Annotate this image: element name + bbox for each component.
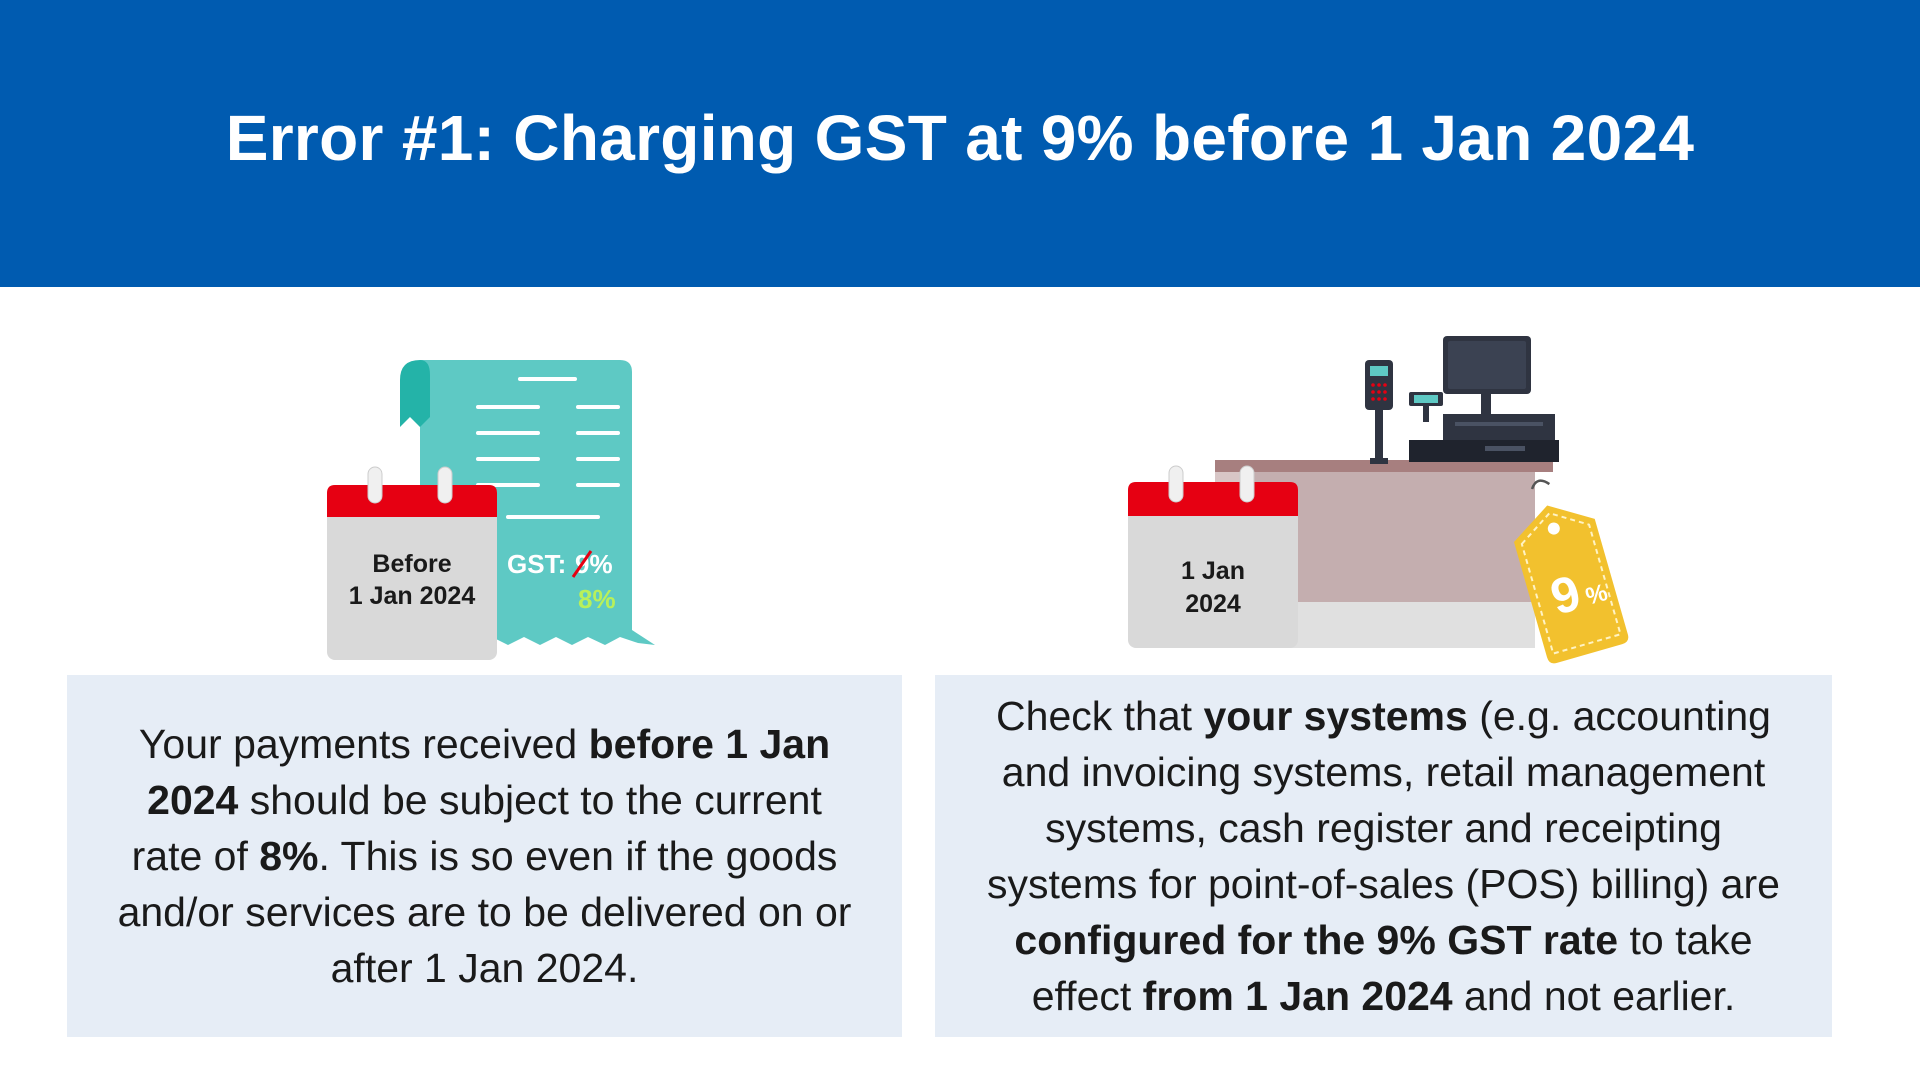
price-tag-icon: 9 % bbox=[1513, 479, 1629, 664]
text-segment: and not earlier. bbox=[1452, 973, 1736, 1019]
card-terminal-icon bbox=[1365, 360, 1393, 464]
bold-segment: your systems bbox=[1203, 693, 1468, 739]
text-segment: to take effect bbox=[1031, 917, 1753, 1019]
bold-segment: 8% bbox=[259, 833, 319, 879]
calendar-receipt-illustration: GST: 9% 8% Before 1 Jan 2024 bbox=[327, 360, 655, 660]
info-card-right: Check that your systems (e.g. accounting… bbox=[935, 675, 1832, 1037]
calendar-icon-right: 1 Jan 2024 bbox=[1128, 465, 1298, 648]
page-title: Error #1: Charging GST at 9% before 1 Ja… bbox=[225, 101, 1695, 174]
calendar-line-2-right: 2024 bbox=[1185, 590, 1241, 618]
pos-register-icon bbox=[1409, 336, 1559, 462]
calendar-line-2: 1 Jan 2024 bbox=[349, 582, 476, 610]
calendar-line-1-right: 1 Jan bbox=[1181, 557, 1245, 585]
calendar-icon: Before 1 Jan 2024 bbox=[327, 466, 497, 660]
text-segment: should be subject to the current rate of bbox=[131, 777, 822, 879]
text-segment: Check that bbox=[996, 693, 1204, 739]
info-card-left: Your payments received before 1 Jan 2024… bbox=[67, 675, 902, 1037]
bold-segment: before 1 Jan 2024 bbox=[147, 721, 831, 823]
calendar-line-1: Before bbox=[372, 550, 451, 578]
left-card-text: Your payments received before 1 Jan 2024… bbox=[107, 716, 862, 996]
bold-segment: from 1 Jan 2024 bbox=[1142, 973, 1453, 1019]
pos-counter-illustration: 1 Jan 2024 9 % bbox=[1128, 336, 1629, 664]
right-card-text: Check that your systems (e.g. accounting… bbox=[965, 688, 1802, 1024]
bold-segment: configured for the 9% GST rate bbox=[1014, 917, 1619, 963]
text-segment: . This is so even if the goods and/or se… bbox=[117, 833, 852, 991]
strikethrough-mark bbox=[571, 550, 593, 578]
receipt-new-rate: 8% bbox=[578, 584, 616, 614]
text-segment: Your payments received bbox=[138, 721, 589, 767]
text-segment: (e.g. accounting and invoicing systems, … bbox=[987, 693, 1780, 907]
receipt-gst-label: GST: bbox=[507, 549, 566, 579]
header-banner: Error #1: Charging GST at 9% before 1 Ja… bbox=[0, 0, 1920, 287]
